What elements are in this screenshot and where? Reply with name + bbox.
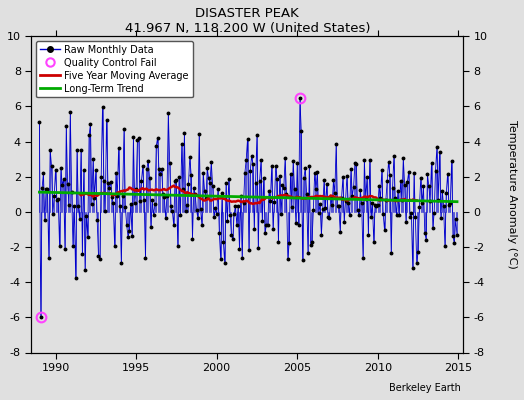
Legend: Raw Monthly Data, Quality Control Fail, Five Year Moving Average, Long-Term Tren: Raw Monthly Data, Quality Control Fail, … [36, 41, 193, 98]
Y-axis label: Temperature Anomaly (°C): Temperature Anomaly (°C) [507, 120, 517, 269]
Title: DISASTER PEAK
41.967 N, 118.200 W (United States): DISASTER PEAK 41.967 N, 118.200 W (Unite… [125, 7, 370, 35]
Text: Berkeley Earth: Berkeley Earth [388, 383, 461, 393]
